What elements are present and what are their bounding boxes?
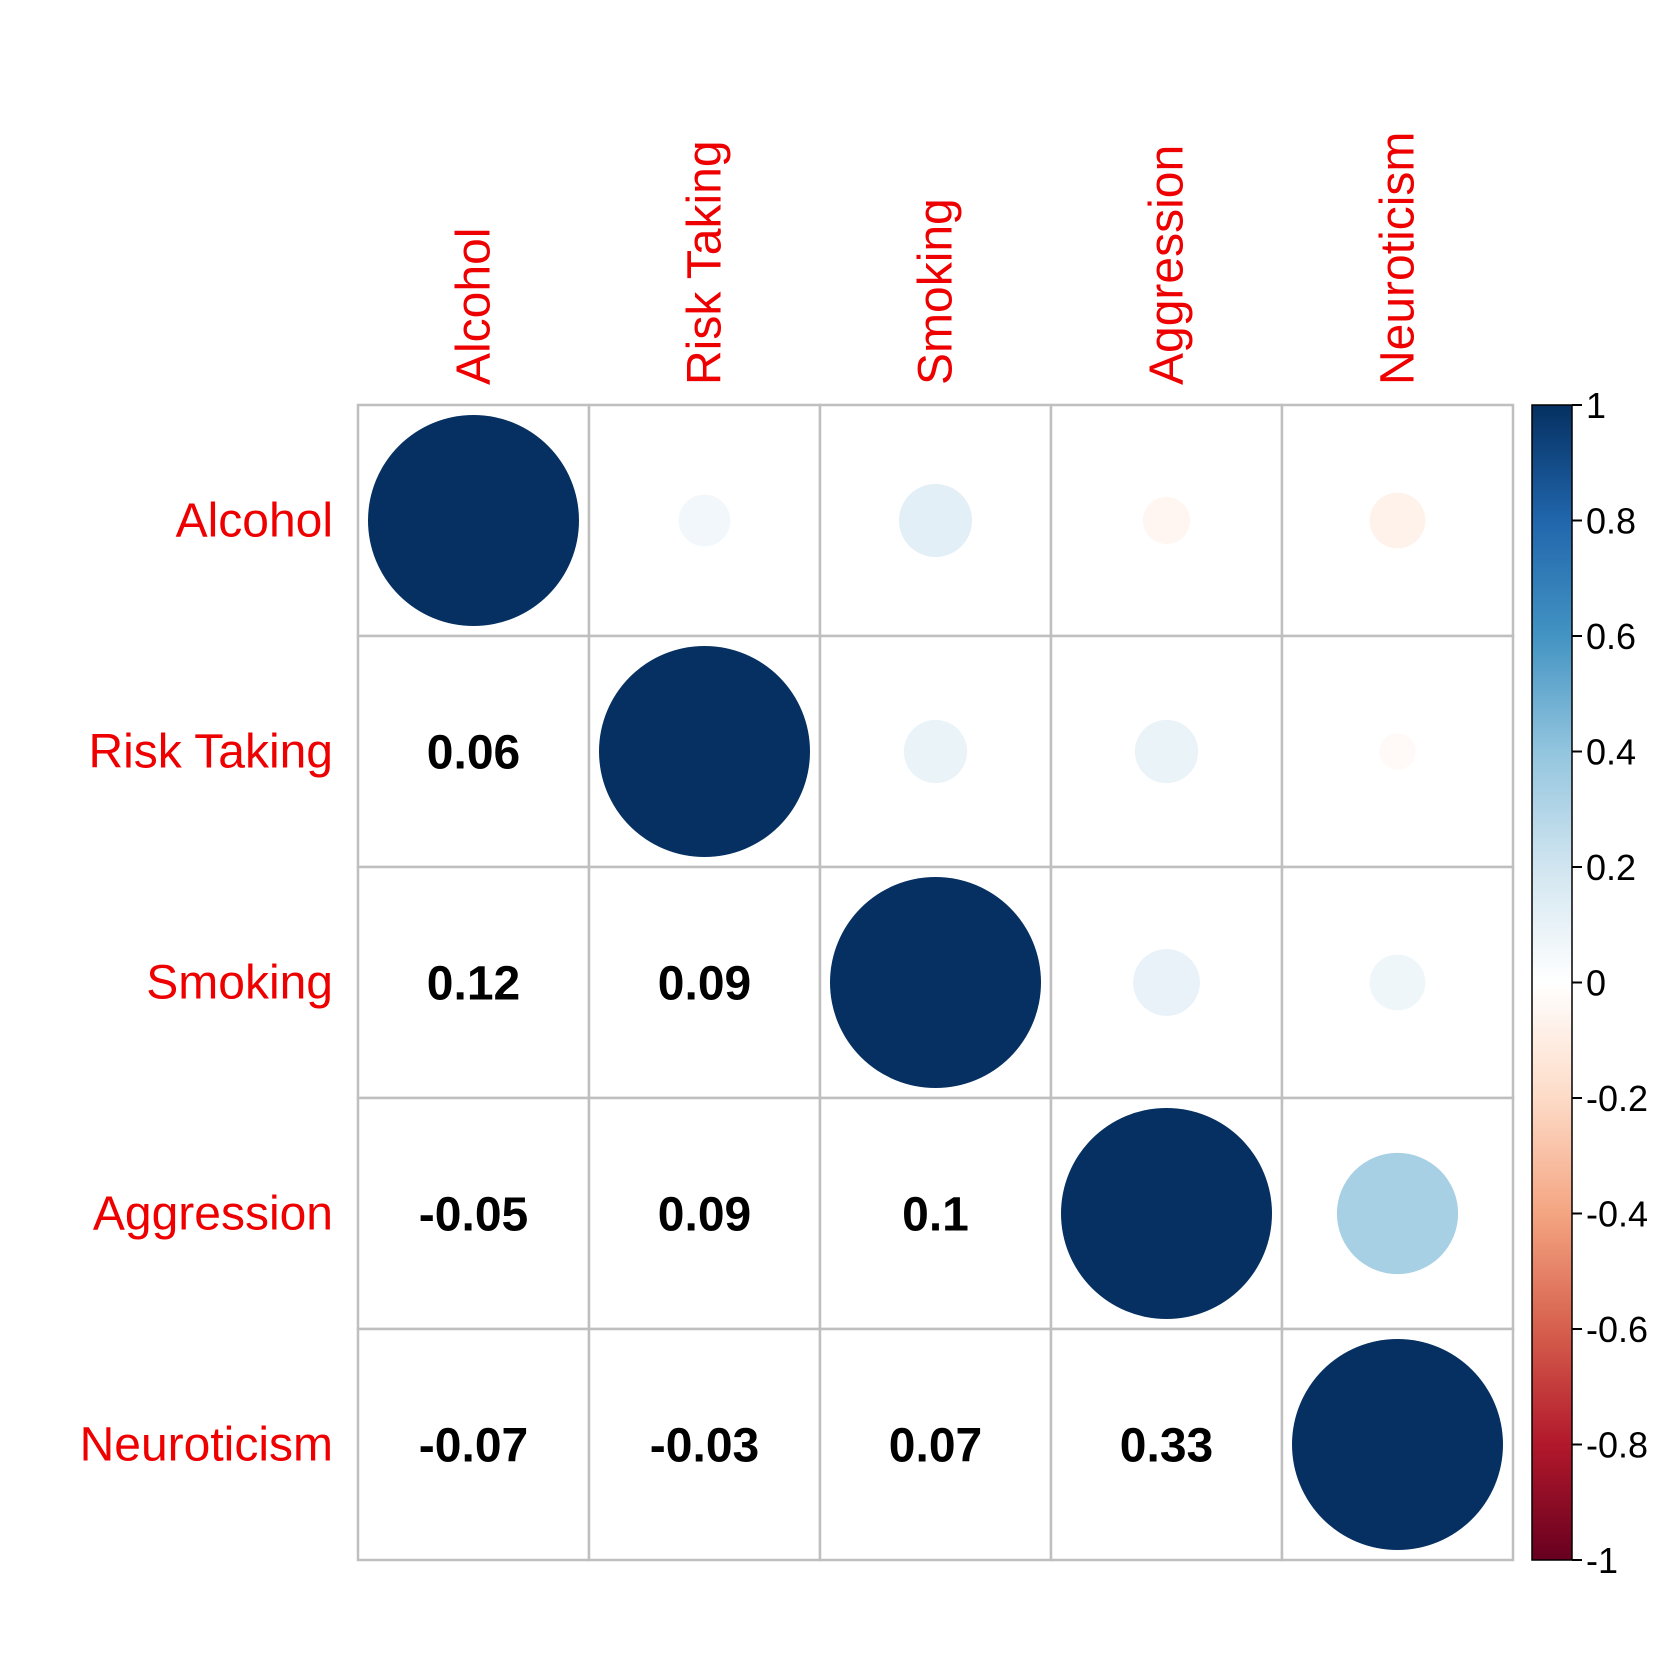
cell-smoking-risk-taking [587, 865, 822, 1100]
cell-risk-taking-smoking [818, 634, 1053, 869]
circle-risk-taking-neuroticism [1379, 733, 1416, 770]
value-aggression-smoking: 0.1 [902, 1189, 969, 1242]
value-neuroticism-smoking: 0.07 [889, 1420, 982, 1473]
circle-alcohol-smoking [898, 483, 973, 558]
row-label-risk-taking: Risk Taking [88, 726, 333, 779]
colorbar-tick-label: -0.2 [1586, 1078, 1648, 1119]
cell-aggression-risk-taking [587, 1096, 822, 1331]
colorbar: 1 0.8 0.6 0.4 0.2 0 -0.2 -0.4 -0.6 -0.8 -1 [1531, 385, 1648, 1581]
value-risk-taking-alcohol: 0.06 [427, 727, 520, 780]
colorbar-tick-label: -0.8 [1586, 1425, 1648, 1466]
circle-risk-taking-smoking [903, 719, 968, 784]
colorbar-tick-label: 0 [1586, 963, 1606, 1004]
value-smoking-alcohol: 0.12 [427, 958, 520, 1011]
colorbar-tick-label: -0.6 [1586, 1309, 1648, 1350]
value-aggression-alcohol: -0.05 [419, 1189, 528, 1242]
row-label-alcohol: Alcohol [176, 495, 333, 548]
circle-aggression-neuroticism [1336, 1152, 1459, 1275]
circle-alcohol-risk-taking [678, 494, 731, 547]
cell-neuroticism-risk-taking [587, 1327, 822, 1562]
value-aggression-risk-taking: 0.09 [658, 1189, 751, 1242]
matrix-cells: 0.06 0.12 0.09 -0.05 0.09 0.1 -0.07 -0.03 0.07 0.… [356, 403, 1515, 1562]
colorbar-tick-label: 0.2 [1586, 847, 1636, 888]
column-labels: Alcohol Risk Taking Smoking Aggression Neuro… [448, 132, 1425, 385]
cell-risk-taking-alcohol [356, 634, 591, 869]
colorbar-tick-label: 0.6 [1586, 616, 1636, 657]
column-label-aggression: Aggression [1141, 145, 1194, 385]
colorbar-tick-label: -0.4 [1586, 1194, 1648, 1235]
circle-neuroticism-neuroticism [1292, 1339, 1503, 1550]
circle-smoking-smoking [830, 877, 1041, 1088]
circle-smoking-aggression [1133, 949, 1200, 1016]
value-smoking-risk-taking: 0.09 [658, 958, 751, 1011]
circle-risk-taking-aggression [1134, 719, 1199, 784]
circle-risk-taking-risk-taking [599, 646, 810, 857]
circle-alcohol-neuroticism [1369, 492, 1426, 549]
cell-aggression-smoking [818, 1096, 1053, 1331]
column-label-risk-taking: Risk Taking [679, 140, 732, 385]
value-neuroticism-alcohol: -0.07 [419, 1420, 528, 1473]
row-label-smoking: Smoking [146, 957, 333, 1010]
colorbar-gradient [1531, 404, 1573, 1561]
value-neuroticism-aggression: 0.33 [1120, 1420, 1213, 1473]
colorbar-tick-label: 1 [1586, 385, 1606, 426]
row-labels: Alcohol Risk Taking Smoking Aggression Neuro… [80, 495, 333, 1472]
row-label-neuroticism: Neuroticism [80, 1419, 333, 1472]
cell-neuroticism-alcohol [356, 1327, 591, 1562]
circle-alcohol-aggression [1142, 496, 1191, 545]
circle-smoking-neuroticism [1369, 954, 1426, 1011]
row-label-aggression: Aggression [93, 1188, 333, 1241]
colorbar-tick-label: -1 [1586, 1540, 1618, 1581]
column-label-smoking: Smoking [910, 198, 963, 385]
circle-aggression-aggression [1061, 1108, 1272, 1319]
colorbar-tick-label: 0.8 [1586, 501, 1636, 542]
column-label-neuroticism: Neuroticism [1372, 132, 1425, 385]
value-neuroticism-risk-taking: -0.03 [650, 1420, 759, 1473]
cell-smoking-aggression [1049, 865, 1284, 1100]
cell-neuroticism-smoking [818, 1327, 1053, 1562]
column-label-alcohol: Alcohol [448, 228, 501, 385]
circle-alcohol-alcohol [368, 415, 579, 626]
cell-aggression-alcohol [356, 1096, 591, 1331]
colorbar-tick-label: 0.4 [1586, 732, 1636, 773]
